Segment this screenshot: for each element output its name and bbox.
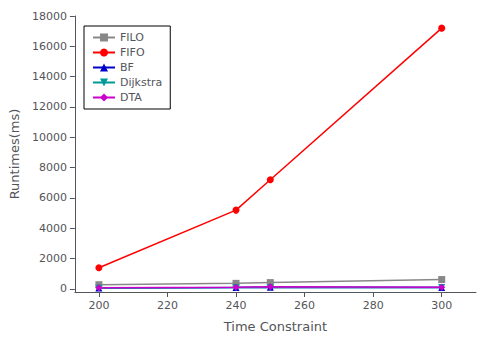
- svg-text:DTA: DTA: [120, 91, 142, 104]
- svg-text:200: 200: [88, 299, 109, 312]
- svg-text:12000: 12000: [32, 100, 67, 113]
- svg-text:0: 0: [60, 282, 67, 295]
- svg-text:18000: 18000: [32, 10, 67, 23]
- svg-text:280: 280: [363, 299, 384, 312]
- svg-text:220: 220: [157, 299, 178, 312]
- svg-text:16000: 16000: [32, 40, 67, 53]
- svg-text:Dijkstra: Dijkstra: [120, 76, 162, 89]
- svg-text:6000: 6000: [39, 191, 67, 204]
- svg-text:BF: BF: [120, 61, 134, 74]
- svg-text:2000: 2000: [39, 252, 67, 265]
- svg-text:10000: 10000: [32, 131, 67, 144]
- svg-text:300: 300: [431, 299, 452, 312]
- svg-text:14000: 14000: [32, 70, 67, 83]
- svg-text:Time Constraint: Time Constraint: [223, 319, 327, 334]
- svg-text:240: 240: [226, 299, 247, 312]
- svg-text:8000: 8000: [39, 161, 67, 174]
- svg-text:260: 260: [294, 299, 315, 312]
- svg-text:Runtimes(ms): Runtimes(ms): [7, 109, 22, 200]
- svg-text:FIFO: FIFO: [120, 46, 145, 59]
- svg-text:4000: 4000: [39, 222, 67, 235]
- svg-text:FILO: FILO: [120, 31, 144, 44]
